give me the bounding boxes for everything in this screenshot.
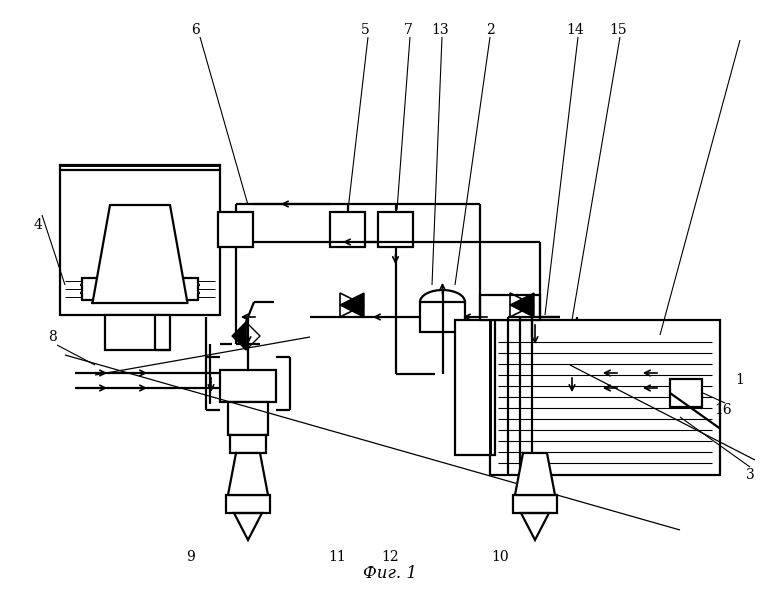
Polygon shape	[93, 205, 187, 303]
Bar	[670, 379, 702, 407]
Bar	[513, 495, 557, 513]
Text: 5: 5	[360, 23, 370, 37]
Bar	[517, 435, 553, 453]
Bar	[507, 370, 563, 402]
Text: 3: 3	[746, 468, 754, 482]
Bar	[330, 212, 365, 247]
Text: Фиг. 1: Фиг. 1	[363, 565, 417, 581]
Text: 13: 13	[431, 23, 448, 37]
Text: 4: 4	[34, 218, 42, 232]
Bar	[455, 320, 495, 455]
Text: 2: 2	[486, 23, 495, 37]
Bar	[220, 370, 276, 402]
Text: 6: 6	[190, 23, 200, 37]
Bar	[420, 302, 465, 332]
Text: 9: 9	[186, 550, 194, 564]
Bar	[226, 495, 270, 513]
Bar	[105, 315, 170, 350]
Bar	[60, 165, 220, 315]
Polygon shape	[232, 322, 246, 350]
Polygon shape	[515, 453, 555, 495]
Polygon shape	[228, 453, 268, 495]
Text: 1: 1	[736, 373, 744, 387]
Bar	[490, 320, 720, 475]
Text: 16: 16	[714, 403, 732, 417]
Polygon shape	[340, 293, 364, 317]
Text: 11: 11	[328, 550, 346, 564]
Bar	[378, 212, 413, 247]
Bar	[230, 435, 266, 453]
Bar	[82, 278, 198, 300]
Text: 15: 15	[609, 23, 627, 37]
Text: 7: 7	[403, 23, 413, 37]
Text: 12: 12	[381, 550, 399, 564]
Text: 8: 8	[48, 330, 56, 344]
Bar	[515, 402, 555, 435]
Bar	[228, 402, 268, 435]
Bar	[218, 212, 253, 247]
Text: 10: 10	[491, 550, 509, 564]
Polygon shape	[510, 293, 534, 317]
Text: 14: 14	[566, 23, 584, 37]
Bar	[480, 295, 540, 320]
